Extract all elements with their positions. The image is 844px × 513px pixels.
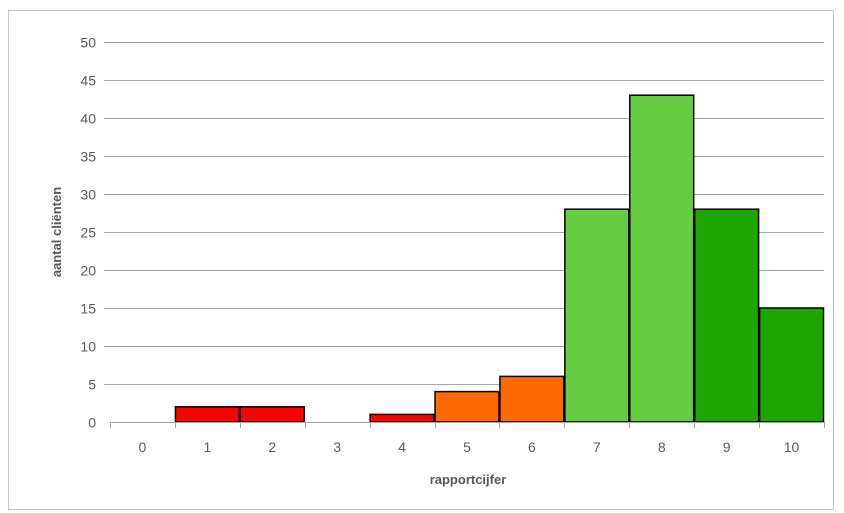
x-tick-label: 9 [723,439,731,455]
x-tick-label: 1 [203,439,211,455]
bar-7 [564,208,630,423]
x-tick-label: 7 [593,439,601,455]
y-tick-label: 40 [80,111,96,127]
x-tick-labels: 0 1 2 3 4 5 6 7 8 9 10 [139,439,800,455]
y-tick-label: 25 [80,225,96,241]
y-tick-label: 35 [80,149,96,165]
x-axis [110,422,825,428]
y-tick-label: 0 [88,415,96,431]
x-tick-label: 3 [333,439,341,455]
bar-5 [434,390,500,423]
bars [174,94,825,423]
y-tick-label: 50 [80,35,96,51]
x-tick-label: 6 [528,439,536,455]
x-tick-label: 10 [784,439,800,455]
x-tick-label: 5 [463,439,471,455]
y-tick-label: 10 [80,339,96,355]
y-tick-label: 15 [80,301,96,317]
y-tick-labels: 0 5 10 15 20 25 30 35 40 45 50 [80,35,96,431]
bar-6 [499,375,565,423]
bar-10 [758,307,825,423]
y-tick-label: 5 [88,377,96,393]
bar-1 [174,406,241,423]
bar-2 [239,406,305,423]
y-tick-label: 45 [80,73,96,89]
x-tick-label: 0 [139,439,147,455]
x-tick-label: 4 [398,439,406,455]
bar-4 [369,413,435,423]
y-tick-label: 30 [80,187,96,203]
bar-9 [693,208,760,423]
x-tick-label: 8 [658,439,666,455]
x-axis-title: rapportcijfer [430,472,507,487]
x-tick-label: 2 [268,439,276,455]
y-axis-title: aantal cliënten [49,187,64,277]
bar-8 [629,94,695,423]
y-tick-label: 20 [80,263,96,279]
